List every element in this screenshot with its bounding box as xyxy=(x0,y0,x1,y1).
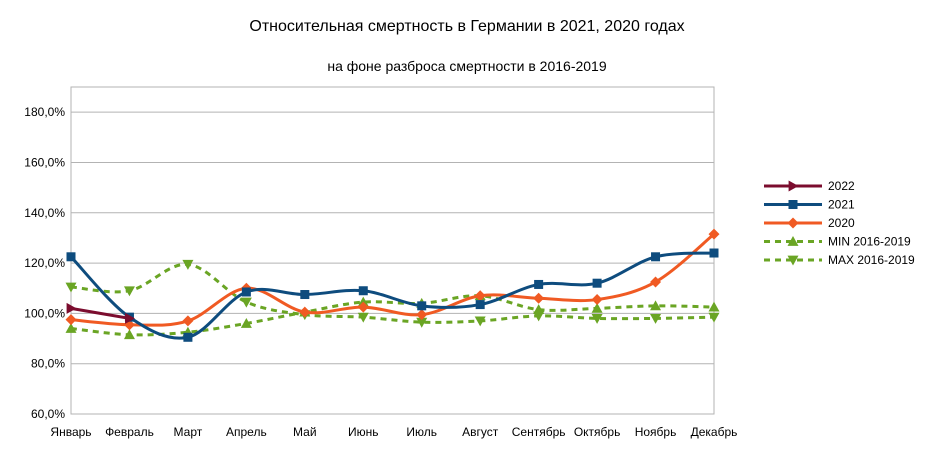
data-point xyxy=(241,287,251,297)
series-line-min-2016-2019 xyxy=(70,294,715,337)
legend-marker xyxy=(788,200,798,209)
data-point xyxy=(592,278,602,288)
legend-marker xyxy=(788,180,799,192)
data-point xyxy=(533,292,545,304)
x-tick-label: Май xyxy=(293,425,317,439)
data-point xyxy=(591,302,603,313)
y-tick-label: 180,0% xyxy=(24,105,65,119)
data-point xyxy=(358,286,368,296)
chart-subtitle: на фоне разброса смертности в 2016-2019 xyxy=(327,58,607,74)
x-tick-label: Июль xyxy=(406,425,437,439)
legend-label: MIN 2016-2019 xyxy=(828,235,911,249)
data-point xyxy=(651,252,661,262)
series-line-2021 xyxy=(69,251,715,340)
data-point xyxy=(123,329,135,340)
x-tick-label: Июнь xyxy=(348,425,379,439)
data-point xyxy=(125,312,135,324)
data-point xyxy=(183,332,193,342)
legend-label: 2020 xyxy=(828,216,855,230)
x-tick-label: Декабрь xyxy=(691,425,738,439)
data-point xyxy=(416,317,428,328)
x-tick-label: Ноябрь xyxy=(635,425,677,439)
x-tick-label: Октябрь xyxy=(574,425,621,439)
data-point xyxy=(299,306,311,318)
legend-label: 2022 xyxy=(828,179,855,193)
data-point xyxy=(533,304,545,315)
legend-label: MAX 2016-2019 xyxy=(828,253,915,267)
data-point xyxy=(591,314,603,324)
y-tick-label: 80,0% xyxy=(31,357,65,371)
data-point xyxy=(123,286,135,297)
data-point xyxy=(182,259,194,270)
data-point xyxy=(534,279,544,289)
data-point xyxy=(474,290,486,302)
chart-title: Относительная смертность в Германии в 20… xyxy=(249,18,685,35)
y-tick-label: 100,0% xyxy=(24,306,65,320)
data-point xyxy=(417,301,427,311)
x-tick-label: Сентябрь xyxy=(512,425,566,439)
y-tick-label: 120,0% xyxy=(24,256,65,270)
data-point xyxy=(65,282,77,293)
data-point xyxy=(708,228,720,240)
legend-label: 2021 xyxy=(828,198,855,212)
data-point xyxy=(709,248,719,258)
data-point xyxy=(650,300,662,311)
data-point xyxy=(357,312,369,323)
x-tick-label: Август xyxy=(462,425,499,439)
y-tick-label: 160,0% xyxy=(24,155,65,169)
x-tick-label: Апрель xyxy=(226,425,267,439)
data-point xyxy=(65,322,77,333)
data-point xyxy=(708,301,720,312)
y-tick-label: 60,0% xyxy=(31,407,65,421)
x-tick-label: Февраль xyxy=(105,425,154,439)
data-point xyxy=(66,252,76,262)
data-point xyxy=(66,302,77,314)
plot-frame xyxy=(70,86,715,415)
data-point xyxy=(300,290,310,300)
series-line-max-2016-2019 xyxy=(70,262,715,324)
y-tick-label: 140,0% xyxy=(24,206,65,220)
data-point xyxy=(708,312,720,323)
data-point xyxy=(591,294,603,306)
legend-marker xyxy=(787,217,799,229)
x-tick-label: Март xyxy=(174,425,203,439)
legend-marker xyxy=(787,236,799,246)
data-point xyxy=(65,314,77,326)
data-point xyxy=(357,301,369,313)
data-point xyxy=(240,317,252,328)
data-point xyxy=(240,297,252,308)
data-point xyxy=(416,309,428,321)
x-tick-label: Январь xyxy=(50,425,91,439)
data-point xyxy=(650,276,662,288)
legend-marker xyxy=(787,255,799,266)
data-point xyxy=(475,300,485,310)
data-point xyxy=(182,315,194,327)
data-point xyxy=(474,316,486,327)
data-point xyxy=(650,314,662,324)
data-point xyxy=(357,296,369,307)
series-line-2020 xyxy=(70,232,715,327)
